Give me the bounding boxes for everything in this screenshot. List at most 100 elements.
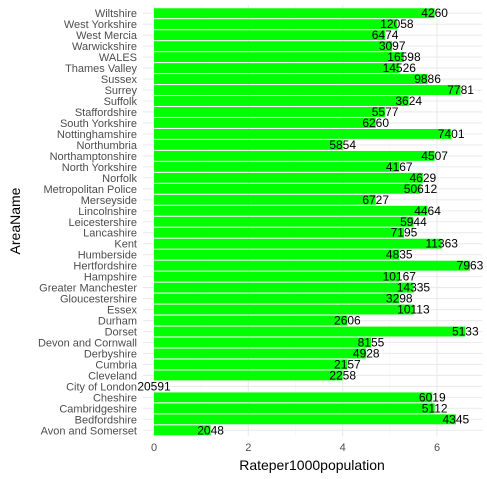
category-label: Cumbria — [95, 359, 137, 371]
bar — [154, 315, 348, 326]
bar — [154, 326, 466, 337]
bar — [154, 425, 211, 436]
bar — [154, 271, 400, 282]
x-tick-label: 2 — [245, 442, 251, 454]
bar — [154, 41, 393, 52]
bar — [154, 194, 376, 205]
category-label: Cleveland — [88, 370, 137, 382]
category-label: Lancashire — [83, 228, 137, 240]
x-axis-title: Rateper1000population — [239, 457, 385, 473]
data-label: 7963 — [457, 259, 484, 273]
data-label: 10113 — [397, 303, 430, 317]
data-label: 3298 — [386, 292, 413, 306]
category-label: Wiltshire — [95, 8, 137, 20]
data-label: 7195 — [391, 226, 418, 240]
category-label: WALES — [99, 52, 137, 64]
data-label: 14526 — [383, 61, 417, 75]
category-label: Warwickshire — [72, 41, 137, 53]
data-label: 5133 — [452, 325, 479, 339]
category-label: West Mercia — [76, 30, 138, 42]
bar — [154, 63, 400, 74]
data-label: 5577 — [372, 105, 399, 119]
category-label: Essex — [107, 305, 137, 317]
bar — [154, 337, 371, 348]
category-label: Staffordshire — [75, 107, 137, 119]
x-tick-label: 6 — [434, 442, 440, 454]
category-label: Kent — [114, 239, 137, 251]
data-label: 4835 — [386, 248, 413, 262]
data-label: 5944 — [400, 215, 427, 229]
bar — [154, 107, 386, 117]
bar — [154, 359, 348, 370]
bar — [154, 260, 471, 271]
bars — [154, 8, 471, 436]
category-label: Durham — [98, 316, 137, 328]
bar — [154, 30, 386, 41]
bar — [154, 392, 433, 403]
category-label: Bedfordshire — [75, 414, 137, 426]
category-label: North Yorkshire — [62, 162, 137, 174]
bar — [154, 74, 428, 84]
bar — [154, 8, 435, 19]
category-labels: Avon and SomersetBedfordshireCambridgesh… — [38, 8, 138, 437]
data-label: 5854 — [329, 138, 356, 152]
data-label: 4167 — [386, 160, 413, 174]
data-label: 50612 — [404, 182, 438, 196]
category-label: South Yorkshire — [60, 118, 137, 130]
category-label: Metropolitan Police — [43, 184, 137, 196]
bar — [154, 282, 414, 293]
category-label: Hampshire — [84, 272, 137, 284]
data-label: 9886 — [414, 72, 441, 86]
category-label: Derbyshire — [84, 348, 137, 360]
bar — [154, 370, 343, 381]
bar — [154, 139, 343, 150]
bar — [154, 238, 442, 249]
data-label: 20591 — [137, 379, 171, 393]
x-tick-label: 0 — [151, 442, 157, 454]
category-label: Nottinghamshire — [57, 129, 137, 141]
data-label: 7401 — [438, 127, 465, 141]
category-label: Leicestershire — [69, 217, 137, 229]
bar — [154, 227, 404, 238]
data-label: 4464 — [414, 204, 441, 218]
data-label: 2606 — [334, 314, 361, 328]
category-label: Sussex — [101, 74, 138, 86]
data-label: 6260 — [362, 116, 389, 130]
data-label: 2258 — [329, 368, 356, 382]
bar — [154, 249, 400, 260]
bar — [154, 414, 456, 425]
data-label: 12058 — [380, 17, 414, 31]
category-label: City of London — [66, 381, 137, 393]
category-label: Greater Manchester — [39, 283, 137, 295]
data-label: 11363 — [425, 237, 458, 251]
x-tick-label: 4 — [340, 442, 346, 454]
data-label: 3097 — [379, 39, 406, 53]
bar — [154, 96, 409, 106]
category-label: Northamptonshire — [50, 151, 137, 163]
category-label: Thames Valley — [65, 63, 137, 75]
y-axis-title: AreaName — [7, 187, 23, 254]
data-label: 4629 — [409, 171, 436, 185]
category-label: Devon and Cornwall — [38, 337, 137, 349]
bar — [154, 216, 414, 227]
bar — [154, 150, 435, 161]
data-label: 6727 — [362, 193, 389, 207]
category-label: Avon and Somerset — [41, 425, 137, 437]
bar — [154, 348, 367, 359]
data-label: 16598 — [387, 50, 421, 64]
bar — [154, 183, 421, 194]
bar — [154, 293, 400, 304]
bar — [154, 85, 461, 95]
category-label: Lincolnshire — [78, 206, 137, 218]
category-label: Surrey — [105, 85, 138, 97]
category-label: Norfolk — [102, 173, 137, 185]
bar — [154, 161, 400, 172]
category-label: West Yorkshire — [64, 19, 137, 31]
data-label: 6474 — [372, 28, 399, 42]
data-label: 7781 — [447, 83, 474, 97]
data-label: 4928 — [353, 346, 380, 360]
bar — [154, 304, 414, 315]
category-label: Cambridgeshire — [59, 403, 137, 415]
